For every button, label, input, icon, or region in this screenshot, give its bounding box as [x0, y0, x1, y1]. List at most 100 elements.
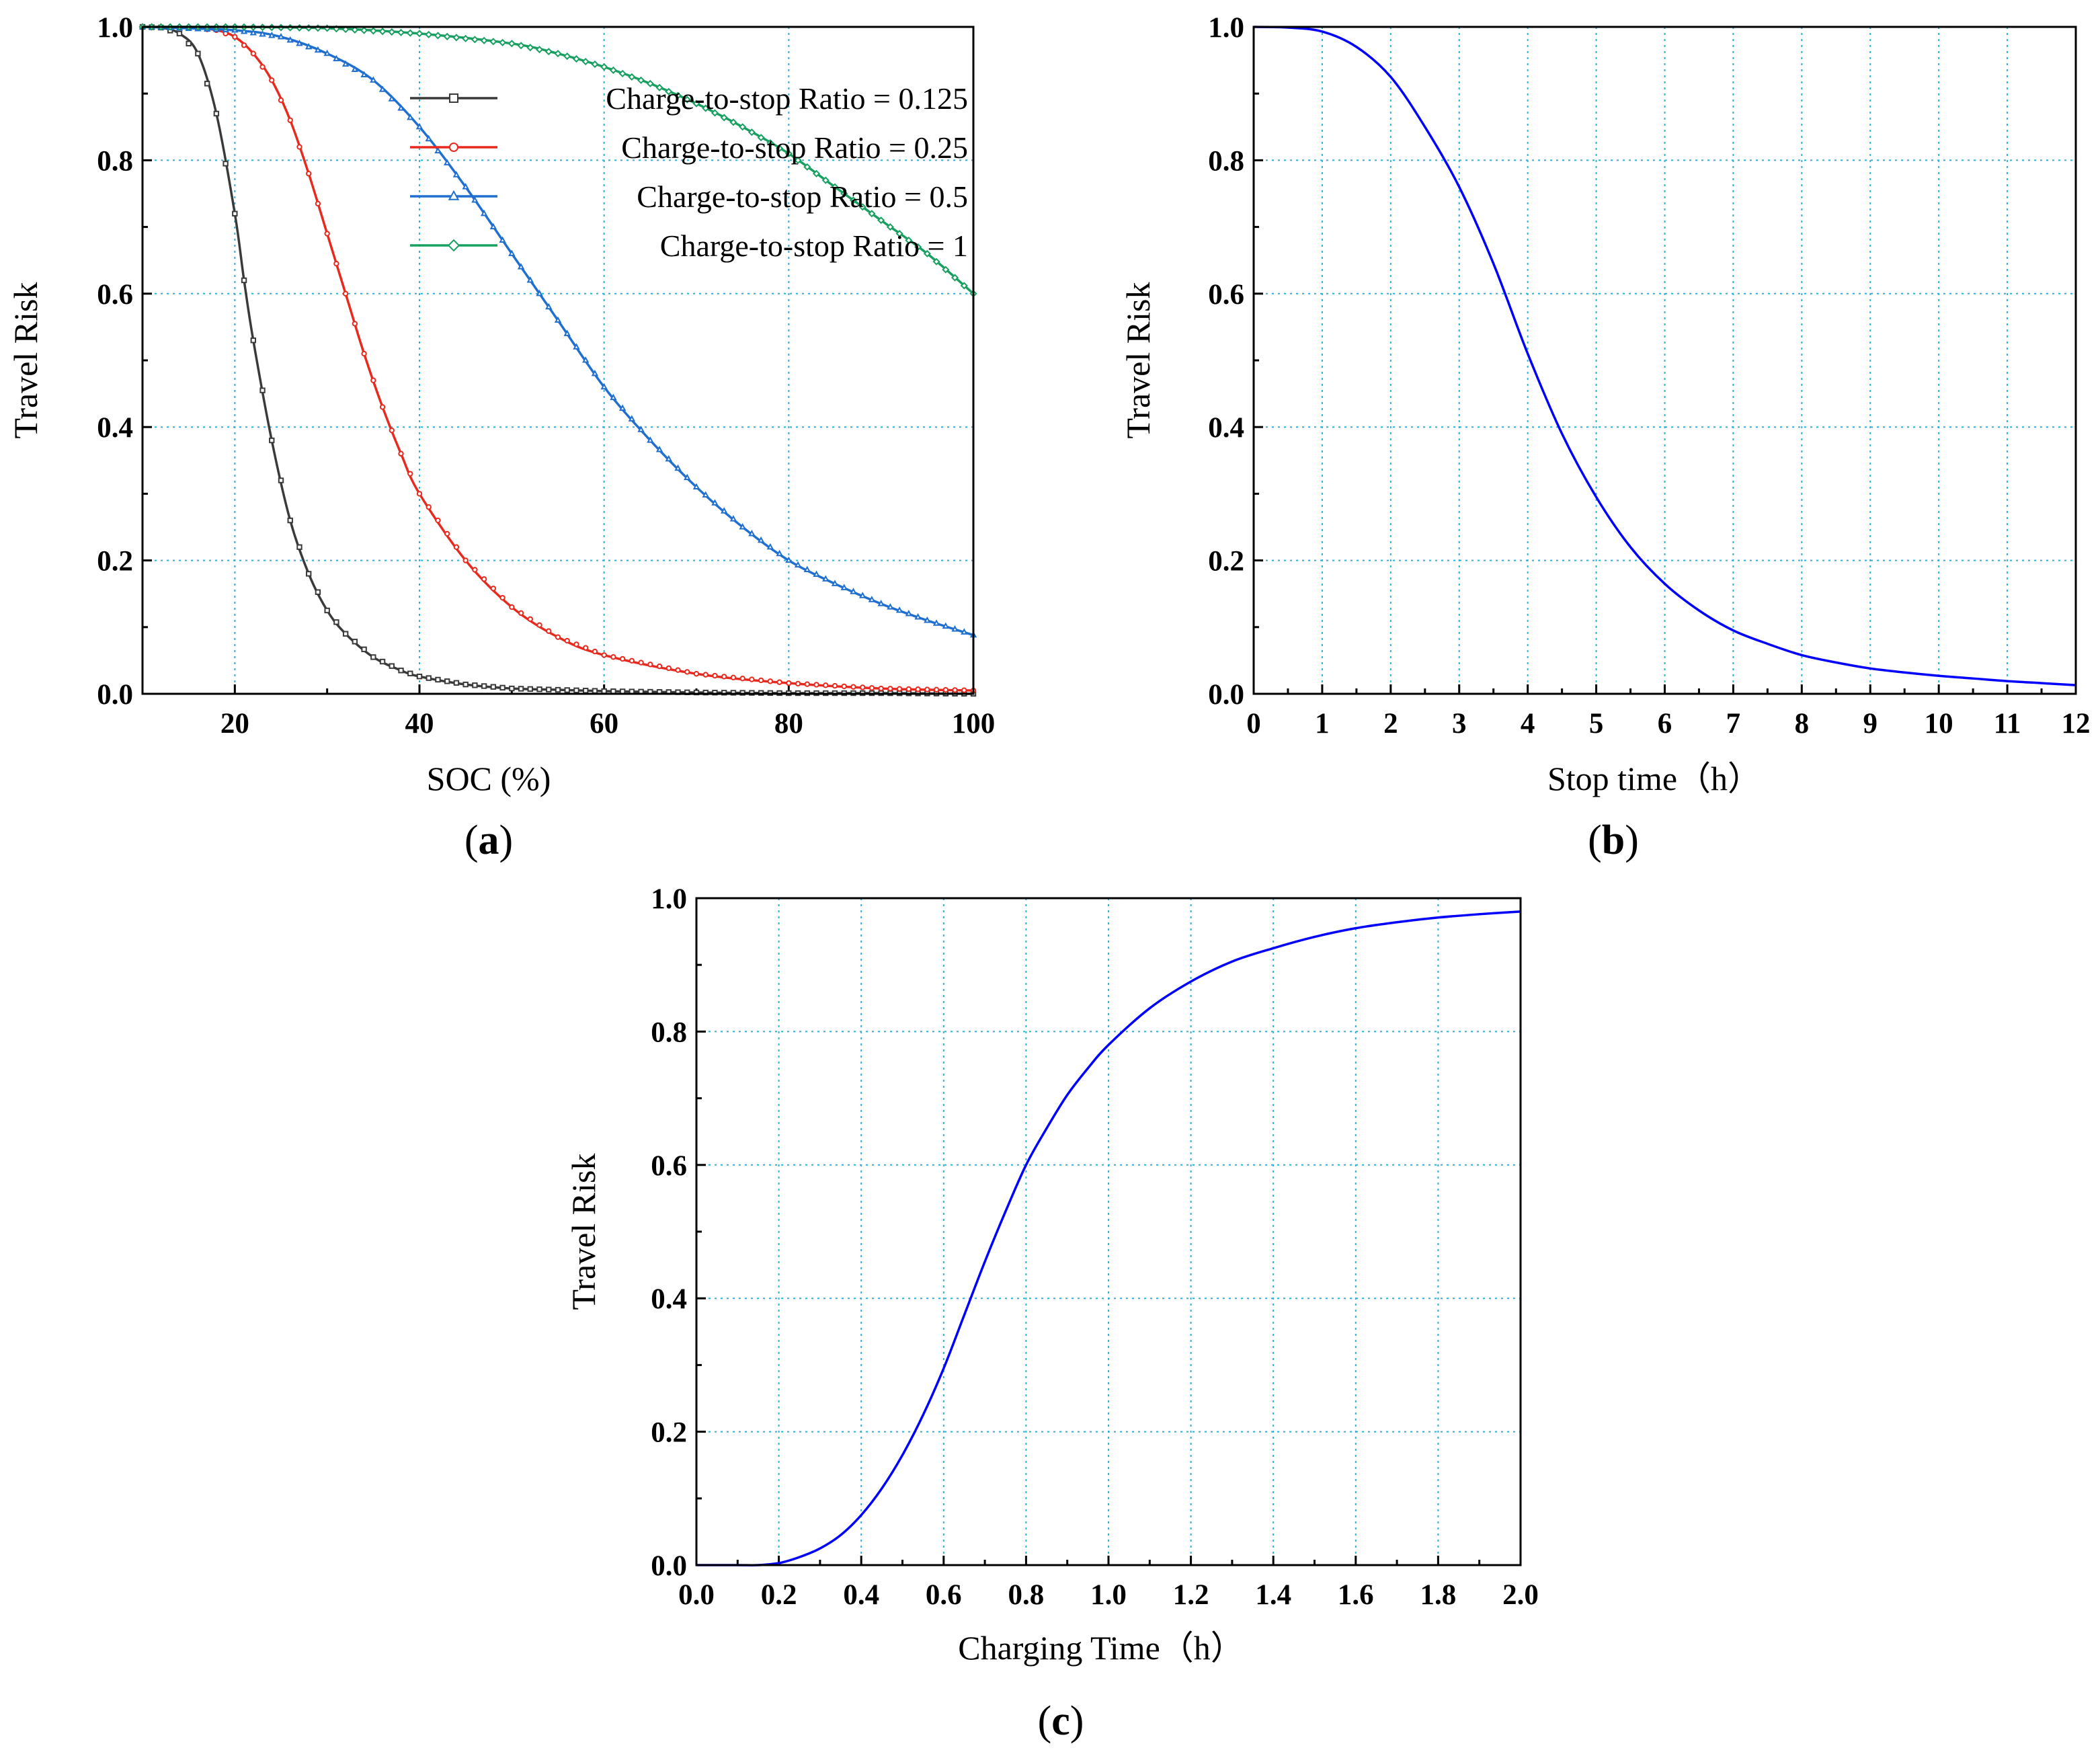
data-point: [951, 274, 959, 282]
data-point: [425, 30, 433, 38]
data-point: [287, 517, 293, 524]
data-point: [407, 670, 413, 676]
data-point: [748, 128, 756, 136]
data-point: [786, 680, 792, 686]
data-point: [546, 628, 552, 634]
data-point: [416, 674, 423, 680]
x-tick-label: 1.2: [1173, 1579, 1209, 1611]
data-point: [647, 436, 654, 443]
plot-frame: [695, 897, 1522, 1566]
data-point: [942, 622, 950, 629]
x-tick-label: 1.6: [1338, 1579, 1374, 1611]
y-axis-label: Travel Risk: [565, 1154, 602, 1310]
data-point: [388, 28, 396, 36]
x-axis-label: Charging Time（h）: [958, 1629, 1244, 1667]
data-point: [305, 42, 313, 50]
data-point: [232, 34, 238, 40]
data-point: [932, 257, 940, 266]
data-point: [462, 681, 469, 688]
data-point: [711, 499, 719, 506]
data-point: [766, 139, 774, 147]
data-point: [370, 76, 377, 83]
data-point: [609, 66, 617, 75]
data-point: [360, 71, 368, 77]
panel-label-c-text: c: [1051, 1698, 1070, 1744]
data-point: [637, 76, 645, 84]
x-tick-label: 1.0: [1090, 1579, 1127, 1611]
x-tick-label: 40: [405, 708, 434, 740]
data-point: [832, 682, 838, 689]
data-point: [933, 686, 940, 693]
data-point: [361, 646, 367, 653]
data-point: [757, 536, 765, 543]
data-point: [961, 687, 967, 693]
data-point: [961, 628, 968, 635]
data-point: [674, 91, 682, 99]
data-point: [868, 210, 876, 218]
x-tick-label: 2: [1383, 708, 1398, 740]
data-point: [749, 676, 755, 682]
data-point: [369, 27, 377, 35]
data-point: [684, 473, 691, 481]
data-point: [462, 183, 469, 190]
data-point: [915, 686, 921, 692]
series-line-a-2: [142, 26, 974, 637]
data-point: [554, 50, 562, 58]
data-point: [278, 97, 284, 104]
data-point: [803, 565, 811, 573]
legend-entry-label: Charge-to-stop Ratio = 0.25: [621, 130, 968, 165]
data-point: [490, 684, 497, 690]
data-point: [223, 161, 229, 167]
data-point: [850, 588, 857, 594]
data-point: [249, 29, 257, 36]
y-tick-label: 0.8: [1208, 145, 1244, 177]
data-point: [887, 686, 893, 692]
data-point: [509, 604, 515, 610]
data-point: [407, 113, 414, 120]
data-point: [573, 687, 579, 694]
data-point: [518, 610, 524, 616]
data-point: [860, 684, 866, 690]
data-point: [443, 159, 451, 165]
data-point: [509, 685, 515, 692]
data-point: [878, 685, 884, 692]
data-point: [647, 662, 653, 668]
chart-a: 20 40 60 80 100 0.0 0.2 0.4 0.6 0.8 1.0 SOC (%) Trav…: [7, 12, 995, 797]
legend-marker: [449, 143, 458, 152]
data-point: [535, 46, 544, 54]
data-point: [323, 49, 331, 56]
data-point: [452, 171, 460, 177]
data-point: [259, 64, 266, 70]
data-point: [416, 491, 423, 497]
data-point: [638, 660, 644, 666]
data-point: [407, 471, 413, 477]
data-point: [720, 114, 728, 122]
legend-marker: [448, 190, 460, 200]
data-point: [628, 73, 636, 81]
data-point: [702, 672, 709, 678]
data-point: [730, 674, 737, 680]
data-point: [591, 369, 599, 376]
data-point: [397, 28, 405, 36]
data-point: [342, 631, 349, 637]
panel-label-a-text: a: [479, 818, 499, 863]
data-point: [757, 134, 765, 142]
data-point: [822, 575, 830, 582]
data-point: [250, 50, 256, 56]
data-point: [637, 426, 645, 432]
y-tick-label: 0.2: [651, 1417, 687, 1449]
x-tick-label: 7: [1726, 708, 1741, 740]
data-point: [924, 686, 930, 692]
plot-frame: [141, 26, 975, 695]
data-point: [665, 454, 673, 462]
data-point: [887, 603, 894, 610]
data-point: [370, 377, 376, 383]
data-point: [406, 29, 414, 37]
data-point: [563, 52, 571, 61]
data-point: [951, 625, 959, 632]
data-point: [508, 40, 516, 48]
data-point: [924, 616, 931, 623]
data-point: [629, 658, 635, 664]
data-point: [831, 580, 839, 586]
data-point: [435, 517, 441, 524]
